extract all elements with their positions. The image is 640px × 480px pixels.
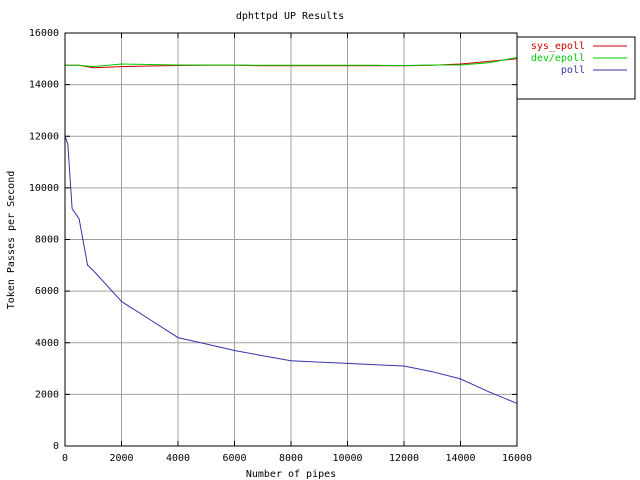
x-tick-label: 12000 [389,453,419,464]
y-axis-label: Token Passes per Second [6,171,17,309]
y-tick-label: 12000 [29,131,59,142]
x-tick-label: 16000 [502,453,532,464]
legend-box [516,36,636,100]
chart-title: dphttpd UP Results [236,11,344,22]
x-tick-label: 2000 [109,453,133,464]
x-tick-label: 6000 [222,453,246,464]
x-tick-label: 0 [62,453,68,464]
series-lines [64,57,518,404]
series-line-poll [64,136,518,404]
plot-frame [64,32,518,447]
y-tick-label: 16000 [29,28,59,39]
y-tick-label: 8000 [35,235,59,246]
x-tick-label: 8000 [279,453,303,464]
grid [65,33,517,446]
y-tick-label: 10000 [29,183,59,194]
x-tick-label: 10000 [332,453,362,464]
y-tick-label: 2000 [35,389,59,400]
x-axis-label: Number of pipes [246,469,336,480]
y-tick-label: 4000 [35,338,59,349]
series-line-dev-epoll [65,57,518,68]
legend-label: sys_epoll [531,41,585,52]
x-tick-label: 14000 [445,453,475,464]
legend-label: dev/epoll [531,53,585,64]
y-tick-label: 6000 [35,286,59,297]
legend-label: poll [561,65,585,76]
x-tick-label: 4000 [166,453,190,464]
y-tick-label: 0 [53,441,59,452]
axis-ticks: 0 2000 4000 6000 8000 10000 12000 14000 16000 0 20… [29,28,532,464]
y-tick-label: 14000 [29,80,59,91]
